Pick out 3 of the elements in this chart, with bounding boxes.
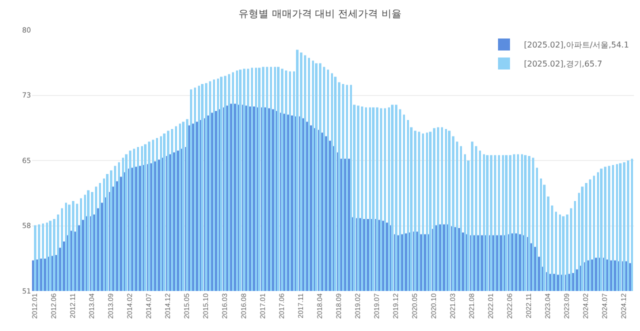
chart-title: 유형별 매매가격 대비 전세가격 비율 [238,8,402,20]
legend-label: [2025.02],아파트/서울,54.1 [524,40,629,50]
legend-label: [2025.02],경기,65.7 [524,60,602,69]
